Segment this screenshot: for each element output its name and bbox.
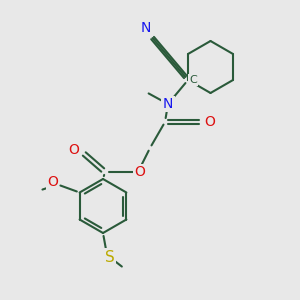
Text: S: S — [105, 250, 115, 265]
Text: C: C — [189, 75, 197, 85]
Text: N: N — [141, 21, 151, 35]
Text: O: O — [135, 165, 146, 179]
Text: N: N — [163, 97, 173, 111]
Text: O: O — [205, 115, 215, 129]
Text: O: O — [69, 143, 80, 157]
Text: O: O — [47, 176, 58, 190]
